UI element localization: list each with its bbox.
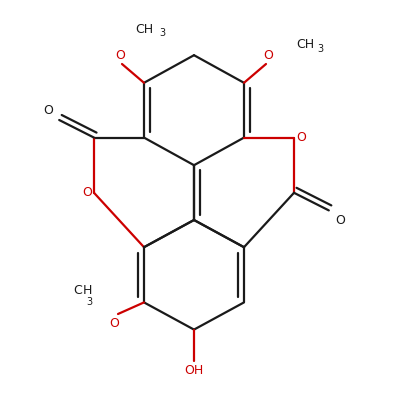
Text: OH: OH <box>184 364 204 377</box>
Text: O: O <box>82 186 92 199</box>
Text: O: O <box>43 104 53 117</box>
Text: O: O <box>109 317 119 330</box>
Text: 3: 3 <box>86 297 92 307</box>
Text: CH: CH <box>135 23 153 36</box>
Text: CH: CH <box>296 38 314 51</box>
Text: 3: 3 <box>159 28 165 38</box>
Text: O: O <box>335 214 345 226</box>
Text: O: O <box>115 49 125 62</box>
Text: O: O <box>296 131 306 144</box>
Text: H: H <box>83 284 92 297</box>
Text: 3: 3 <box>317 44 323 54</box>
Text: O: O <box>263 49 273 62</box>
Text: C: C <box>73 284 82 297</box>
